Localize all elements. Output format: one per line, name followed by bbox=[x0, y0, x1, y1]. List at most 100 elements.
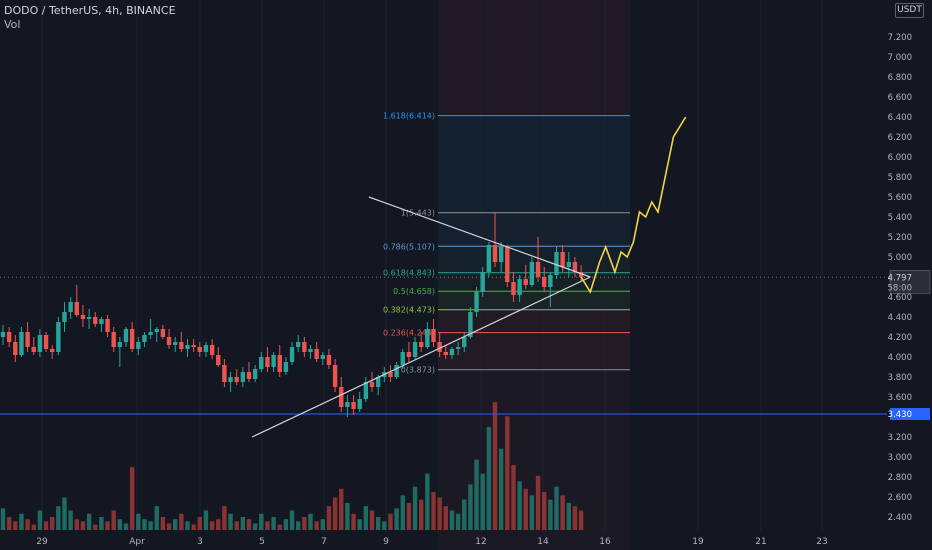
date-tick[interactable]: 14 bbox=[537, 537, 549, 547]
date-tick[interactable]: 7 bbox=[321, 537, 327, 547]
time-axis[interactable]: 29 Apr 3 5 7 9 12 14 16 19 21 23 bbox=[36, 537, 827, 547]
date-tick[interactable]: 21 bbox=[755, 537, 766, 547]
date-tick[interactable]: 23 bbox=[816, 537, 827, 547]
price-tick[interactable]: 7.000 bbox=[888, 53, 912, 63]
candle-body bbox=[308, 349, 313, 352]
volume-bar bbox=[179, 513, 184, 530]
support-price-badge[interactable] bbox=[890, 408, 930, 420]
triangle-pattern[interactable] bbox=[251, 196, 591, 438]
date-tick[interactable]: 12 bbox=[475, 537, 486, 547]
fib-level-label: 0.382(4.473) bbox=[383, 306, 435, 315]
price-tick[interactable]: 2.400 bbox=[888, 513, 912, 523]
price-tick[interactable]: 3.600 bbox=[888, 393, 912, 403]
candle-body bbox=[554, 252, 559, 275]
price-tick[interactable]: 4.600 bbox=[888, 293, 912, 303]
candle-body bbox=[62, 312, 67, 322]
price-tick[interactable]: 6.000 bbox=[888, 153, 912, 163]
candle-body bbox=[468, 312, 473, 337]
candle-body bbox=[486, 245, 492, 272]
date-tick[interactable]: 19 bbox=[692, 537, 704, 547]
candle-body bbox=[142, 335, 147, 342]
volume-bar bbox=[578, 510, 584, 530]
price-axis[interactable]: 7.200 7.000 6.800 6.600 6.400 6.200 6.000 5.800… bbox=[887, 0, 932, 550]
volume-bar bbox=[80, 521, 86, 530]
volume-bar bbox=[50, 517, 55, 530]
candle-body bbox=[19, 332, 24, 355]
current-price-badge[interactable] bbox=[889, 270, 931, 294]
price-tick[interactable]: 6.800 bbox=[888, 73, 912, 83]
candle-body bbox=[271, 355, 276, 367]
price-tick[interactable]: 6.200 bbox=[888, 133, 912, 143]
triangle-lower-line[interactable] bbox=[251, 276, 591, 438]
candle-body bbox=[185, 345, 190, 349]
volume-bar bbox=[523, 488, 528, 530]
volume-bar bbox=[369, 510, 375, 530]
price-tick[interactable]: 5.800 bbox=[888, 173, 912, 183]
date-tick[interactable]: 9 bbox=[383, 537, 389, 547]
candle-body bbox=[480, 272, 485, 292]
volume-bar bbox=[252, 523, 258, 530]
price-tick[interactable]: 5.400 bbox=[888, 213, 912, 223]
volume-bar bbox=[209, 521, 215, 530]
volume-bar bbox=[277, 524, 282, 530]
candle-body bbox=[369, 382, 375, 387]
volume-bar bbox=[326, 506, 332, 530]
price-tick[interactable]: 3.200 bbox=[888, 433, 912, 443]
volume-bar bbox=[462, 499, 467, 530]
price-tick[interactable]: 4.000 bbox=[888, 353, 912, 363]
candle-body bbox=[339, 387, 344, 407]
candle-body bbox=[394, 365, 399, 377]
price-tick[interactable]: 2.600 bbox=[888, 493, 912, 503]
currency-badge[interactable]: USDT bbox=[895, 3, 924, 18]
candle-body bbox=[566, 262, 571, 267]
price-tick[interactable]: 7.200 bbox=[888, 33, 912, 43]
candle-body bbox=[259, 357, 264, 369]
fib-level-label: 0(3.873) bbox=[401, 366, 435, 375]
fib-zone-band bbox=[438, 309, 630, 333]
fib-zone-top bbox=[438, 0, 630, 116]
price-tick[interactable]: 5.600 bbox=[888, 193, 912, 203]
candle-body bbox=[474, 292, 479, 312]
volume-bar bbox=[259, 513, 264, 530]
price-tick[interactable]: 5.000 bbox=[888, 253, 912, 263]
date-tick[interactable]: 5 bbox=[259, 537, 265, 547]
candle-body bbox=[43, 335, 49, 349]
candle-body bbox=[351, 402, 356, 409]
price-tick[interactable]: 3.000 bbox=[888, 453, 912, 463]
candle-body bbox=[154, 329, 159, 332]
candle-body bbox=[492, 245, 498, 262]
volume-bar bbox=[375, 517, 381, 530]
projection-path[interactable] bbox=[580, 116, 687, 294]
symbol-title[interactable]: DODO / TetherUS, 4h, BINANCE bbox=[4, 4, 176, 17]
volume-bar bbox=[43, 521, 49, 530]
volume-bar bbox=[486, 427, 492, 530]
date-tick[interactable]: Apr bbox=[129, 537, 145, 547]
triangle-upper-line[interactable] bbox=[368, 196, 591, 278]
price-tick[interactable]: 2.800 bbox=[888, 473, 912, 483]
price-tick[interactable]: 4.400 bbox=[888, 313, 912, 323]
date-tick[interactable]: 29 bbox=[36, 537, 48, 547]
price-tick[interactable]: 3.800 bbox=[888, 373, 912, 383]
volume-bar bbox=[166, 523, 172, 530]
price-tick[interactable]: 5.200 bbox=[888, 233, 912, 243]
price-tick[interactable]: 6.400 bbox=[888, 113, 912, 123]
volume-bar bbox=[505, 416, 510, 530]
date-tick[interactable]: 3 bbox=[197, 537, 203, 547]
price-tick[interactable]: 6.600 bbox=[888, 93, 912, 103]
fibonacci-levels[interactable]: 1.618(6.414) 1(5.443) 0.786(5.107) 0.618(4.… bbox=[383, 112, 630, 375]
projection-line[interactable] bbox=[580, 116, 687, 294]
fib-zone-band bbox=[438, 212, 630, 247]
volume-bar bbox=[314, 521, 319, 530]
volume-bar bbox=[412, 486, 418, 530]
volume-bar bbox=[105, 521, 110, 530]
volume-bar bbox=[160, 517, 166, 530]
volume-bar bbox=[99, 517, 104, 530]
volume-bar bbox=[296, 521, 301, 530]
candle-body bbox=[13, 342, 18, 355]
volume-bar bbox=[123, 523, 129, 530]
date-tick[interactable]: 16 bbox=[599, 537, 611, 547]
volume-bar bbox=[62, 497, 67, 530]
price-tick[interactable]: 4.200 bbox=[888, 333, 912, 343]
